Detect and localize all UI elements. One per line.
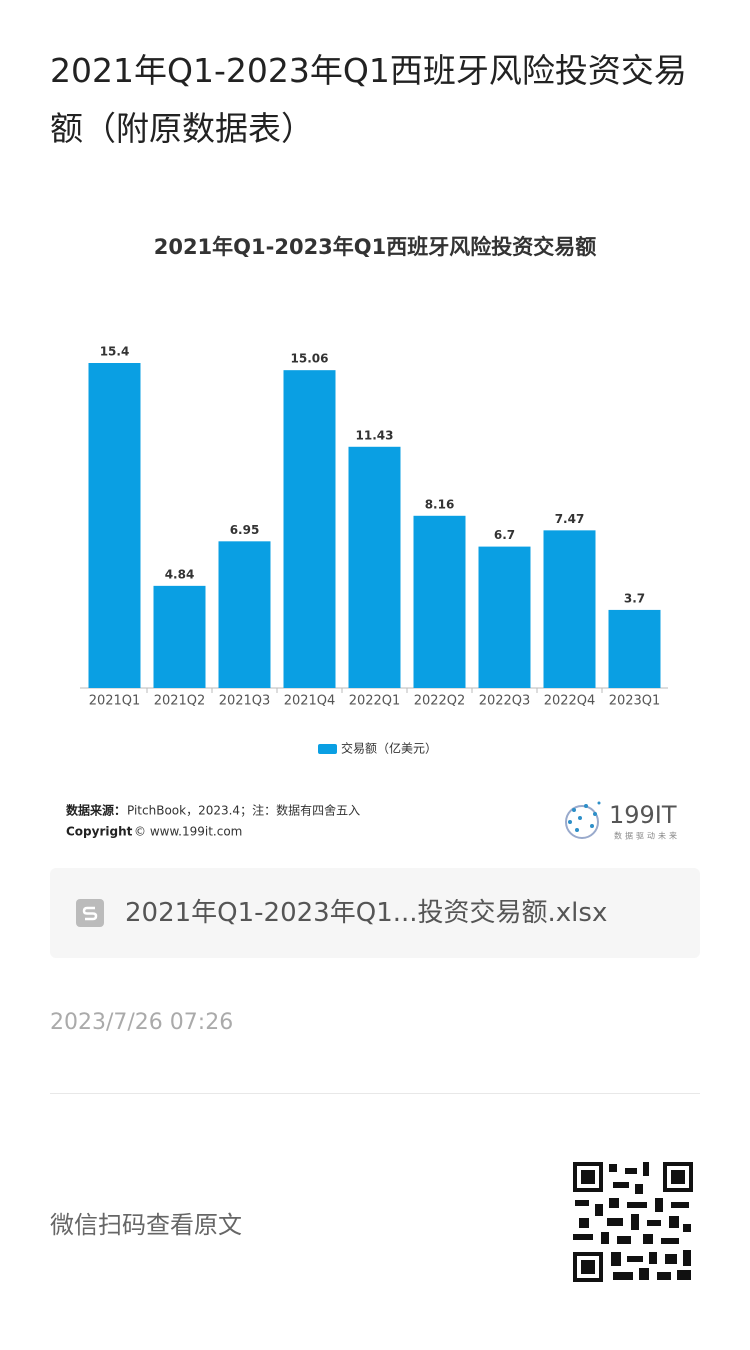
chart: 2021年Q1-2023年Q1西班牙风险投资交易额 数据来源： PitchBoo…	[66, 235, 680, 841]
data-label: 15.4	[100, 345, 130, 359]
data-label: 6.95	[230, 523, 260, 537]
bar	[543, 530, 596, 688]
bar	[608, 609, 661, 688]
data-label: 15.06	[291, 352, 329, 366]
bar	[413, 515, 466, 688]
bar	[218, 541, 271, 688]
logo-tagline: 数据驱动未来	[614, 831, 680, 841]
x-tick-label: 2022Q2	[414, 694, 466, 709]
x-tick-label: 2022Q3	[479, 694, 531, 709]
chart-title: 2021年Q1-2023年Q1西班牙风险投资交易额	[154, 235, 597, 259]
legend-swatch	[318, 744, 337, 754]
bar	[478, 546, 531, 688]
attachment-filename: 2021年Q1-2023年Q1...投资交易额.xlsx	[125, 898, 608, 928]
attachment[interactable]: 2021年Q1-2023年Q1...投资交易额.xlsx	[50, 868, 700, 958]
x-tick-label: 2021Q1	[89, 694, 141, 709]
bar	[88, 363, 141, 688]
bar	[348, 446, 401, 688]
x-tick-label: 2023Q1	[609, 694, 661, 709]
x-tick-label: 2021Q2	[154, 694, 206, 709]
qr-code[interactable]	[573, 1162, 693, 1282]
data-label: 11.43	[356, 428, 394, 442]
bar	[283, 370, 336, 688]
data-label: 3.7	[624, 591, 645, 605]
x-tick-label: 2022Q1	[349, 694, 401, 709]
separator	[50, 1093, 700, 1094]
x-tick-label: 2021Q4	[284, 694, 336, 709]
x-tick-label: 2021Q3	[219, 694, 271, 709]
copyright-text: © www.199it.com	[134, 825, 242, 839]
x-tick-label: 2022Q4	[544, 694, 596, 709]
bar	[153, 585, 206, 688]
source-text: PitchBook，2023.4；注：数据有四舍五入	[127, 803, 360, 818]
logo: 199IT	[609, 801, 677, 829]
date: 2023/7/26 07:26	[50, 1010, 234, 1035]
source-label: 数据来源：	[66, 803, 126, 818]
footer-text: 微信扫码查看原文	[50, 1211, 242, 1239]
copyright-label: Copyright	[66, 825, 133, 839]
data-label: 8.16	[425, 497, 455, 511]
logo-icon	[565, 801, 601, 839]
data-label: 4.84	[165, 567, 195, 581]
data-label: 7.47	[555, 512, 585, 526]
file-icon	[76, 899, 104, 927]
legend-label: 交易额（亿美元）	[341, 741, 437, 756]
page-title: 2021年Q1-2023年Q1西班牙风险投资交易额（附原数据表）	[50, 51, 687, 148]
data-label: 6.7	[494, 528, 515, 542]
